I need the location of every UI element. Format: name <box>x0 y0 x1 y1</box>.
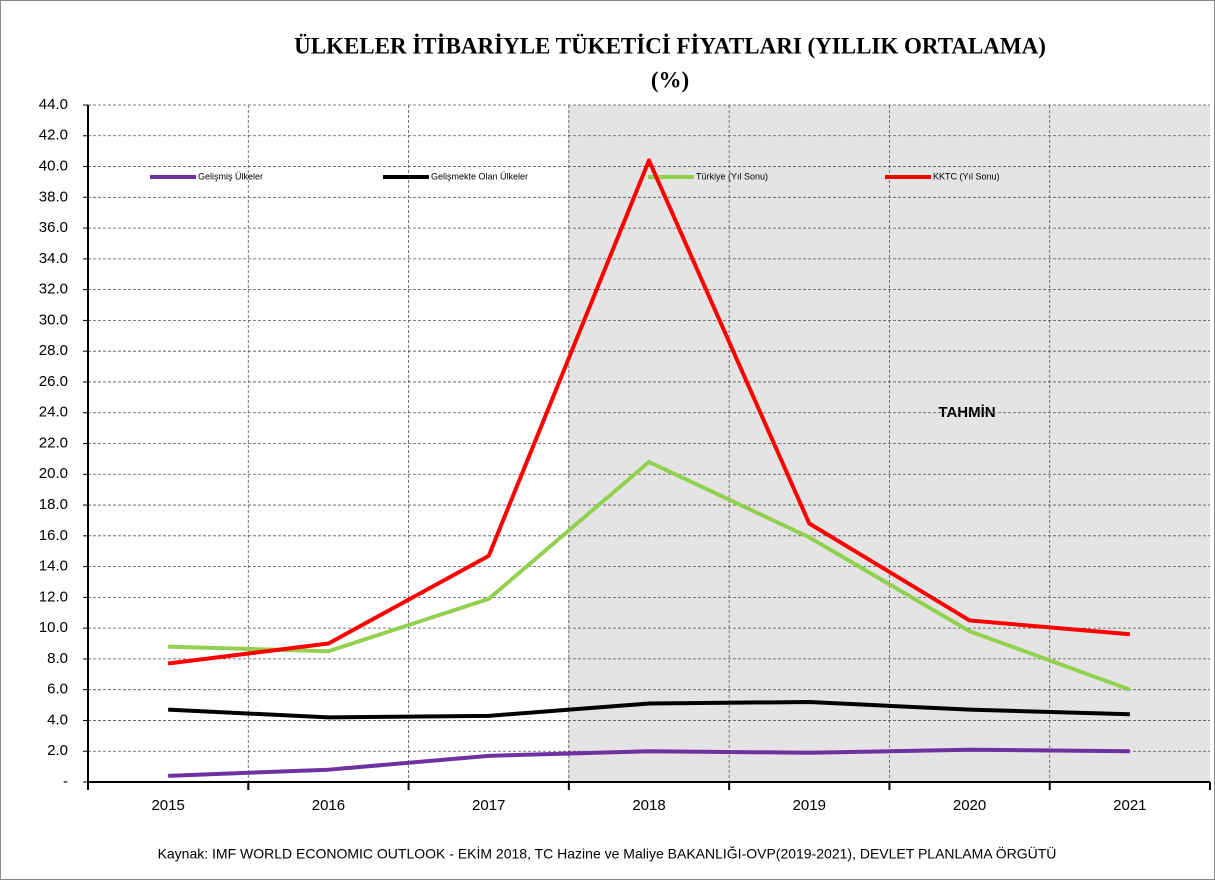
legend-label: Türkiye (Yıl Sonu) <box>696 171 768 181</box>
y-tick-label: 16.0 <box>39 527 68 544</box>
y-tick-label: 2.0 <box>47 742 68 759</box>
y-tick-label: 36.0 <box>39 219 68 236</box>
y-tick-label: 30.0 <box>39 311 68 328</box>
series-line <box>168 459 1131 692</box>
y-tick-label: 44.0 <box>39 96 68 113</box>
annotation: TAHMİN <box>938 404 995 421</box>
y-tick-label: 32.0 <box>39 281 68 298</box>
y-tick-label: 22.0 <box>39 434 68 451</box>
x-tick-label: 2020 <box>953 797 986 814</box>
series-line <box>168 699 1130 720</box>
y-tick-label: 8.0 <box>47 650 68 667</box>
chart-title: (%) <box>651 67 689 92</box>
y-tick-label: 4.0 <box>47 711 68 728</box>
y-tick-label: 40.0 <box>39 158 68 175</box>
y-tick-label: 42.0 <box>39 127 68 144</box>
y-tick-label: 28.0 <box>39 342 68 359</box>
y-tick-label: 34.0 <box>39 250 68 267</box>
x-tick-label: 2019 <box>793 797 826 814</box>
legend-label: Gelişmekte Olan Ülkeler <box>431 171 528 181</box>
series-line <box>168 747 1130 778</box>
y-tick-label: 20.0 <box>39 465 68 482</box>
y-tick-label: - <box>63 773 68 790</box>
y-tick-label: 14.0 <box>39 558 68 575</box>
y-tick-label: 24.0 <box>39 404 68 421</box>
x-tick-label: 2015 <box>151 797 184 814</box>
x-tick-label: 2018 <box>632 797 665 814</box>
x-tick-label: 2016 <box>312 797 345 814</box>
y-tick-label: 12.0 <box>39 588 68 605</box>
x-tick-label: 2017 <box>472 797 505 814</box>
y-tick-label: 26.0 <box>39 373 68 390</box>
source: Kaynak: IMF WORLD ECONOMIC OUTLOOK - EKİ… <box>158 845 1057 862</box>
chart-title: ÜLKELER İTİBARİYLE TÜKETİCİ FİYATLARI (Y… <box>294 33 1046 58</box>
y-tick-label: 38.0 <box>39 188 68 205</box>
y-tick-label: 6.0 <box>47 681 68 698</box>
legend-label: KKTC (Yıl Sonu) <box>933 171 1000 181</box>
x-tick-label: 2021 <box>1113 797 1146 814</box>
legend-label: Gelişmiş Ülkeler <box>198 171 263 181</box>
y-tick-label: 18.0 <box>39 496 68 513</box>
series-line <box>167 158 1131 666</box>
y-tick-label: 10.0 <box>39 619 68 636</box>
